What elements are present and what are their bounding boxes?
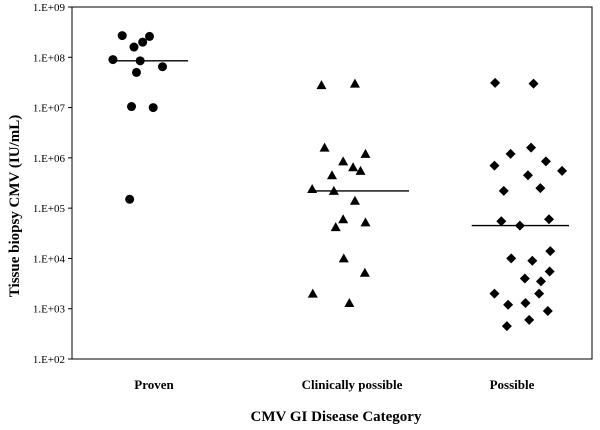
y-tick-label: 1.E+05 — [33, 203, 66, 215]
data-point — [534, 288, 545, 299]
y-tick-label: 1.E+07 — [33, 103, 66, 115]
data-point — [145, 31, 154, 41]
data-point — [338, 214, 349, 224]
data-point — [348, 162, 359, 172]
data-point — [117, 31, 127, 41]
data-point — [338, 156, 349, 166]
data-point — [319, 142, 330, 152]
data-point — [503, 299, 514, 310]
data-point — [338, 253, 349, 263]
y-tick-label: 1.E+02 — [33, 354, 65, 366]
data-point — [501, 321, 512, 332]
data-point — [129, 42, 139, 52]
data-points — [108, 31, 568, 332]
y-tick-label: 1.E+08 — [33, 52, 66, 64]
data-point — [327, 170, 337, 180]
data-point — [359, 267, 370, 277]
data-point — [519, 273, 530, 284]
x-category-label: Clinically possible — [302, 377, 403, 392]
data-point — [489, 288, 500, 299]
data-point — [524, 314, 535, 325]
data-point — [316, 80, 327, 90]
data-point — [125, 194, 135, 204]
data-point — [545, 246, 556, 257]
data-point — [535, 276, 546, 287]
data-point — [498, 185, 509, 196]
data-point — [307, 288, 318, 298]
plot-area — [71, 6, 593, 360]
data-point — [349, 78, 360, 88]
data-point — [108, 55, 118, 65]
data-point — [544, 214, 555, 225]
data-point — [542, 306, 553, 317]
y-tick-label: 1.E+09 — [33, 2, 66, 14]
data-point — [307, 184, 318, 194]
data-point — [496, 216, 507, 227]
data-point — [127, 102, 137, 112]
data-point — [344, 297, 355, 307]
data-point — [544, 266, 555, 277]
data-point — [131, 67, 141, 77]
data-point — [360, 217, 371, 227]
y-tick-label: 1.E+06 — [33, 153, 66, 165]
data-point — [148, 103, 158, 113]
data-point — [522, 170, 533, 181]
data-point — [557, 165, 568, 176]
data-point — [506, 253, 517, 264]
data-point — [490, 77, 501, 88]
data-point — [520, 297, 531, 308]
data-point — [489, 160, 500, 171]
y-tick-label: 1.E+03 — [33, 304, 66, 316]
data-point — [526, 142, 537, 153]
data-point — [360, 148, 371, 158]
data-point — [328, 185, 339, 195]
median-lines — [113, 60, 570, 227]
data-point — [535, 183, 546, 194]
x-category-label: Proven — [134, 377, 174, 392]
data-point — [349, 195, 360, 205]
data-point — [355, 165, 366, 175]
data-point — [527, 255, 538, 266]
data-point — [505, 148, 516, 159]
x-axis-title: CMV GI Disease Category — [251, 409, 422, 425]
plot-border — [71, 6, 593, 360]
data-point — [330, 222, 341, 232]
x-axis-category-labels: Proven Clinically possible Possible — [134, 377, 534, 392]
y-tick-label: 1.E+04 — [33, 253, 66, 265]
data-point — [135, 56, 145, 66]
data-point — [138, 37, 148, 47]
data-point — [158, 62, 168, 72]
data-point — [540, 156, 551, 167]
y-axis-title: Tissue biopsy CMV (IU/mL) — [7, 115, 23, 297]
y-axis-ticks: 1.E+02 1.E+03 1.E+04 1.E+05 1.E+06 1.E+07 1.E+… — [33, 2, 72, 366]
data-point — [514, 220, 525, 231]
x-category-label: Possible — [490, 377, 535, 392]
data-point — [528, 78, 539, 89]
